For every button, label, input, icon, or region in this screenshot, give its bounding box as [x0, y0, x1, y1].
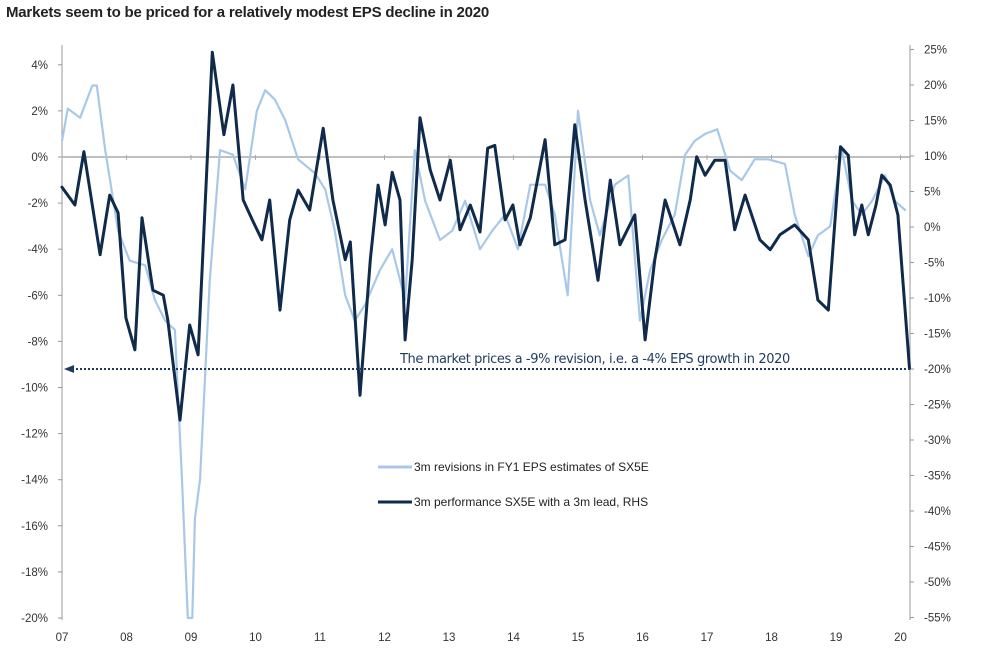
- series-line-revisions: [60, 84, 907, 620]
- left-tick-label: 0%: [31, 152, 48, 164]
- x-tick-label: 08: [120, 632, 133, 644]
- left-tick-label: -20%: [21, 613, 48, 625]
- right-tick-label: -20%: [924, 364, 951, 376]
- right-tick-label: 25%: [924, 45, 947, 57]
- annotation-group: The market prices a -9% revision, i.e. a…: [64, 352, 910, 373]
- axes: 4% 2% 0% -2% -4% -6% -8% -10% -12% -14% -16% -18% -2…: [21, 45, 951, 645]
- x-tick-label: 12: [378, 632, 391, 644]
- x-tick-label: 09: [185, 632, 198, 644]
- right-tick-label: -30%: [924, 435, 951, 447]
- right-tick-label: -15%: [924, 329, 951, 341]
- x-tick-label: 14: [507, 632, 520, 644]
- x-tick-label: 11: [314, 632, 326, 644]
- x-tick-label: 16: [636, 632, 649, 644]
- left-tick-label: -16%: [21, 521, 48, 533]
- x-tick-label: 20: [894, 632, 907, 644]
- x-tick-label: 17: [701, 632, 714, 644]
- left-tick-label: -4%: [28, 244, 48, 256]
- right-tick-label: -55%: [924, 613, 951, 625]
- legend-label-revisions: 3m revisions in FY1 EPS estimates of SX5…: [414, 460, 649, 474]
- right-tick-label: 20%: [924, 80, 947, 92]
- x-tick-label: 07: [56, 632, 69, 644]
- right-tick-label: -45%: [924, 542, 951, 554]
- right-tick-label: 10%: [924, 151, 947, 163]
- left-tick-label: -12%: [21, 429, 48, 441]
- right-tick-label: 5%: [924, 187, 941, 199]
- left-tick-label: -2%: [28, 198, 48, 210]
- right-tick-label: -25%: [924, 400, 951, 412]
- chart-title: Markets seem to be priced for a relative…: [6, 4, 490, 21]
- legend-label-performance: 3m performance SX5E with a 3m lead, RHS: [414, 495, 648, 509]
- left-tick-label: -14%: [21, 475, 48, 487]
- arrow-head-icon: [64, 365, 74, 373]
- legend: 3m revisions in FY1 EPS estimates of SX5…: [378, 460, 649, 509]
- right-tick-label: -35%: [924, 471, 951, 483]
- x-tick-label: 19: [830, 632, 843, 644]
- left-tick-label: -6%: [28, 290, 48, 302]
- series-lines: [60, 50, 911, 620]
- x-tick-label: 10: [249, 632, 262, 644]
- right-tick-label: -10%: [924, 293, 951, 305]
- right-tick-label: -40%: [924, 506, 951, 518]
- annotation-text: The market prices a -9% revision, i.e. a…: [399, 352, 790, 367]
- left-tick-label: -10%: [21, 383, 48, 395]
- right-tick-label: 0%: [924, 222, 941, 234]
- x-tick-label: 13: [443, 632, 456, 644]
- series-line-performance: [60, 50, 911, 422]
- left-tick-label: -8%: [28, 336, 48, 348]
- x-tick-label: 15: [572, 632, 585, 644]
- right-tick-label: 15%: [924, 116, 947, 128]
- left-tick-label: 2%: [31, 106, 48, 118]
- right-tick-label: -50%: [924, 577, 951, 589]
- right-tick-label: -5%: [924, 258, 944, 270]
- x-tick-label: 18: [765, 632, 778, 644]
- left-tick-label: 4%: [31, 60, 48, 72]
- left-tick-label: -18%: [21, 567, 48, 579]
